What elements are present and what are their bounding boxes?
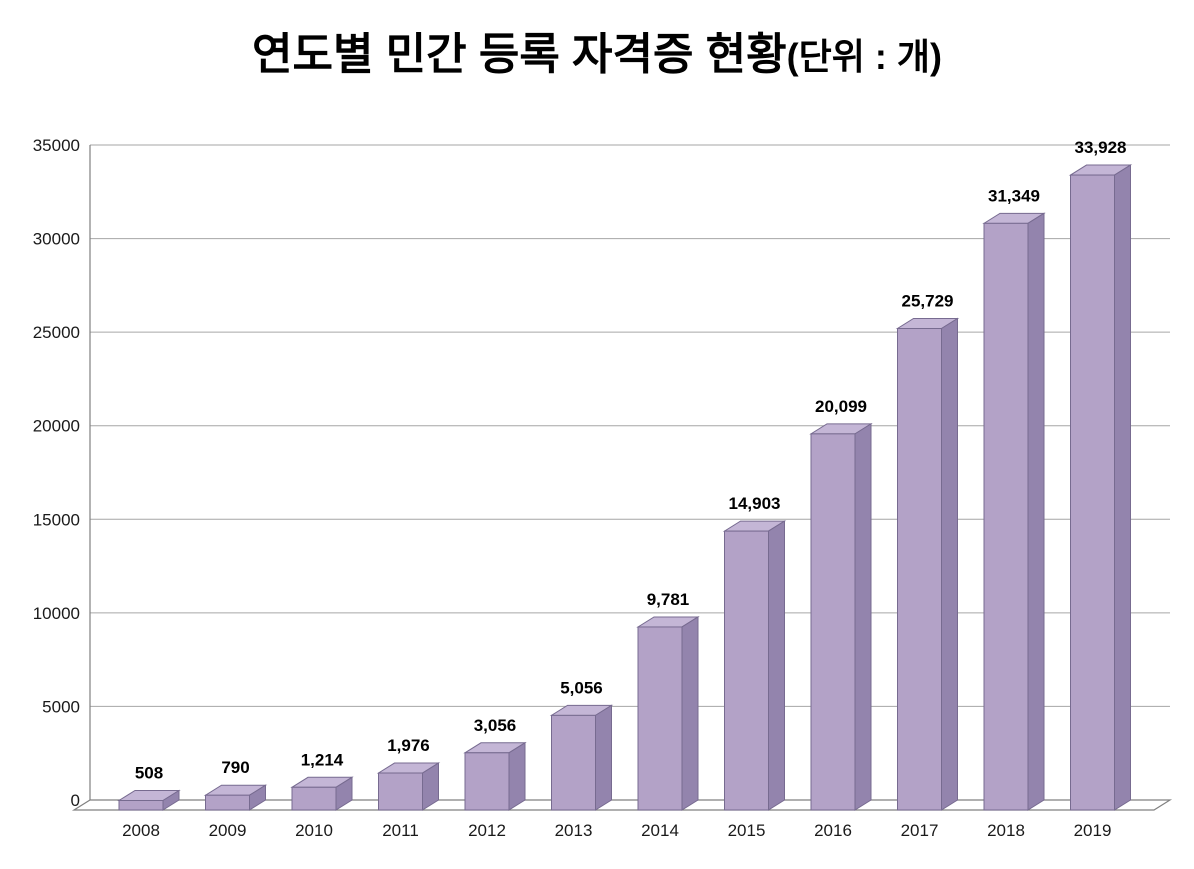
bar-front-face	[637, 626, 683, 811]
bar-front-face	[464, 752, 510, 811]
bar-front-face	[897, 328, 942, 811]
bar-2018	[982, 212, 1046, 811]
bar-value-label: 5,056	[560, 678, 603, 697]
x-axis-category-label: 2011	[382, 821, 419, 840]
bar-front-face	[551, 714, 596, 811]
bar-2010	[290, 776, 354, 811]
bar-front-face	[118, 799, 164, 811]
bar-value-label: 25,729	[902, 292, 954, 311]
bar-2013	[549, 704, 614, 811]
bar-value-label: 508	[135, 763, 163, 782]
bar-value-label: 3,056	[474, 716, 517, 735]
bar-2017	[895, 317, 960, 811]
bar-2015	[722, 520, 787, 811]
bar-value-label: 1,214	[301, 750, 344, 769]
x-axis-category-label: 2019	[1074, 821, 1112, 840]
bar-value-label: 14,903	[729, 494, 781, 513]
bar-front-face	[1070, 174, 1115, 811]
x-axis-category-label: 2018	[987, 821, 1025, 840]
bar-2009	[203, 784, 268, 811]
bar-front-face	[983, 222, 1029, 811]
chart-title-main: 연도별 민간 등록 자격증 현황	[251, 30, 787, 79]
bar-2014	[636, 616, 700, 811]
bar-front-face	[378, 772, 423, 811]
x-axis-category-label: 2013	[555, 821, 593, 840]
bar-front-face	[724, 530, 769, 811]
y-axis-tick-label: 10000	[33, 604, 80, 623]
bar-side-face	[941, 317, 958, 811]
bar-side-face	[508, 741, 526, 811]
chart-title-unit: (단위 : 개)	[786, 36, 942, 77]
y-axis-tick-label: 15000	[33, 510, 80, 529]
y-axis-tick-label: 35000	[33, 136, 80, 155]
bar-value-label: 33,928	[1075, 138, 1127, 157]
x-axis-category-label: 2017	[901, 821, 939, 840]
bar-side-face	[768, 520, 785, 811]
bar-value-label: 1,976	[387, 736, 430, 755]
x-axis-category-label: 2015	[728, 821, 766, 840]
bar-value-label: 790	[221, 758, 249, 777]
bar-side-face	[1027, 212, 1045, 811]
y-axis-tick-label: 30000	[33, 230, 80, 249]
x-axis-category-label: 2016	[814, 821, 852, 840]
bar-front-face	[291, 786, 337, 811]
y-axis-tick-label: 0	[71, 791, 80, 810]
x-axis-category-label: 2009	[209, 821, 247, 840]
bar-front-face	[810, 433, 856, 811]
bar-value-label: 31,349	[988, 186, 1040, 205]
x-axis-category-label: 2010	[295, 821, 333, 840]
x-axis-category-label: 2014	[641, 821, 679, 840]
bar-side-face	[681, 616, 699, 811]
bar-2016	[809, 422, 873, 811]
x-axis-category-label: 2008	[122, 821, 160, 840]
bar-value-label: 9,781	[647, 590, 690, 609]
bar-2012	[463, 741, 527, 811]
y-axis-tick-label: 25000	[33, 323, 80, 342]
y-axis-tick-label: 20000	[33, 417, 80, 436]
bar-side-face	[854, 422, 872, 811]
bar-value-label: 20,099	[815, 397, 867, 416]
bar-side-face	[595, 704, 612, 811]
y-axis-tick-label: 5000	[42, 697, 80, 716]
bar-2019	[1068, 164, 1133, 811]
bar-front-face	[205, 794, 250, 811]
bar-side-face	[1114, 164, 1131, 811]
x-axis-category-label: 2012	[468, 821, 506, 840]
bar-2011	[376, 762, 441, 811]
bar-2008	[117, 789, 181, 811]
chart-title: 연도별 민간 등록 자격증 현황(단위 : 개)	[0, 18, 1194, 82]
